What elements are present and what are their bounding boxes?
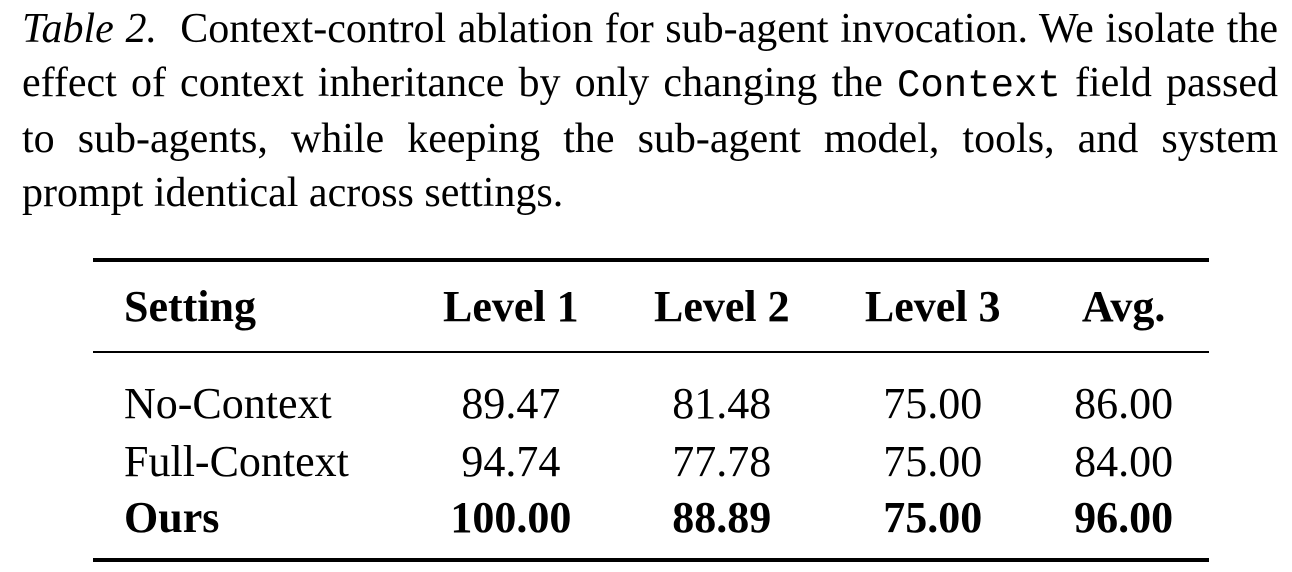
row-avg-cell: 84.00 <box>1074 437 1174 486</box>
row-setting-cell: Full-Context <box>124 437 349 486</box>
row-level-2-cell: 81.48 <box>672 379 772 428</box>
table-caption: Table 2. Context-control ablation for su… <box>22 3 1278 220</box>
table-header: Setting Level 1 Level 2 Level 3 Avg. <box>93 260 1209 352</box>
row-setting-cell: No-Context <box>124 379 332 428</box>
row-level-2-cell: 88.89 <box>672 493 772 542</box>
caption-text-part2: field passed to sub-agents, while keepin… <box>22 59 1279 216</box>
header-level-3: Level 3 <box>864 282 1001 331</box>
caption-text-part1: Context-control ablation for sub-agent i… <box>22 6 1279 106</box>
row-level-2-cell: 77.78 <box>672 437 772 486</box>
header-level-2: Level 2 <box>653 282 790 331</box>
row-level-3-cell: 75.00 <box>883 379 983 428</box>
header-row: Setting Level 1 Level 2 Level 3 Avg. <box>93 260 1209 352</box>
row-level-1-cell: 100.00 <box>450 493 572 542</box>
table-body: No-Context 89.47 81.48 75.00 86.00 Full-… <box>93 352 1209 560</box>
results-table: Setting Level 1 Level 2 Level 3 Avg. No-… <box>93 258 1209 562</box>
row-avg-cell: 86.00 <box>1074 379 1174 428</box>
header-avg: Avg. <box>1081 282 1166 331</box>
caption-label: Table 2. <box>22 6 157 52</box>
row-level-1-cell: 89.47 <box>461 379 561 428</box>
row-level-1-cell: 94.74 <box>461 437 561 486</box>
results-table-container: Setting Level 1 Level 2 Level 3 Avg. No-… <box>93 258 1209 562</box>
header-setting: Setting <box>124 282 256 331</box>
row-level-3-cell: 75.00 <box>883 437 983 486</box>
header-level-1: Level 1 <box>443 282 579 331</box>
table-row-full-context: Full-Context 94.74 77.78 75.00 84.00 <box>93 431 1209 492</box>
row-level-3-cell: 75.00 <box>883 493 983 542</box>
caption-code-term: Context <box>896 63 1061 108</box>
table-row-ours: Ours 100.00 88.89 75.00 96.00 <box>93 492 1209 560</box>
row-setting-cell: Ours <box>124 493 220 542</box>
table-row-no-context: No-Context 89.47 81.48 75.00 86.00 <box>93 352 1209 431</box>
row-avg-cell: 96.00 <box>1074 493 1174 542</box>
